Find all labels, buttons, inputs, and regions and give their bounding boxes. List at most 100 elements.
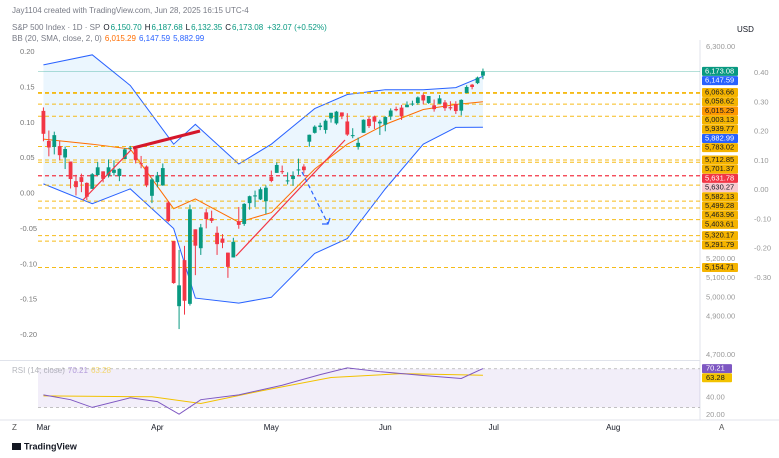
price-tag: [702, 124, 738, 134]
candle-body: [274, 164, 279, 173]
price-tag-label: 5,783.02: [705, 143, 734, 152]
candle-body: [361, 119, 366, 133]
ohlc-value: +32.07 (+0.52%): [267, 23, 327, 32]
candle-body: [182, 260, 187, 301]
price-tag-label: 5,499.28: [705, 201, 734, 210]
bb-upper: [43, 54, 484, 165]
inner-tick-label: 0.30: [754, 97, 769, 106]
candle-body: [236, 221, 241, 225]
candle-body: [226, 252, 230, 267]
candle-body: [432, 105, 437, 110]
price-tag: [702, 263, 738, 273]
candle-body: [481, 71, 485, 76]
price-tag-label: 5,712.85: [705, 155, 734, 164]
candle-body: [133, 148, 138, 161]
price-tag: [702, 76, 738, 86]
price-tag-label: 5,630.27: [705, 183, 734, 192]
bb-value: 5,882.99: [173, 34, 205, 43]
rsi-tag-label: 63.28: [706, 373, 725, 382]
candle-body: [52, 135, 57, 147]
price-tag: [702, 173, 738, 183]
candle-body: [312, 126, 317, 133]
x-tick-label: Apr: [151, 423, 164, 432]
y-tick-label: 5,100.00: [706, 273, 735, 282]
price-tag: [702, 210, 738, 220]
projection-arrow: [301, 171, 329, 225]
candle-body: [188, 209, 192, 304]
candle-body: [307, 134, 312, 142]
bb-lower: [43, 126, 483, 304]
candle-body: [464, 86, 469, 93]
ohlc-legend: S&P 500 Index · 1D · SP O6,150.70 H6,187.6…: [12, 23, 330, 32]
currency: USD: [737, 25, 754, 34]
price-tag-label: 5,403.61: [705, 219, 734, 228]
inner-tick-label: 0.10: [754, 156, 769, 165]
candle-body: [301, 166, 306, 171]
trend-line: [235, 139, 346, 257]
rsi-tag: [702, 364, 732, 374]
price-tag: [702, 87, 738, 97]
candle-body: [122, 149, 127, 160]
candle-body: [79, 177, 84, 182]
candle-body: [112, 169, 116, 173]
candle-body: [443, 102, 447, 109]
price-tag-label: 5,463.96: [705, 210, 734, 219]
candle-body: [453, 103, 458, 112]
y-tick-label: 5,000.00: [706, 292, 735, 301]
candle-body: [46, 140, 51, 148]
ohlc-key: L: [185, 23, 191, 32]
candle-body: [57, 146, 62, 156]
rsi-legend: RSI (14, close) 70.21 63.28: [12, 366, 114, 375]
rsi-value: 70.21: [67, 366, 88, 375]
candle-body: [198, 227, 203, 249]
left-tick-label: -0.10: [20, 259, 37, 268]
candle-body: [339, 112, 344, 117]
candle-body: [171, 241, 176, 284]
inner-tick-label: 0.40: [754, 68, 769, 77]
y-tick-label: 4,700.00: [706, 350, 735, 359]
ohlc-key: O: [103, 23, 110, 32]
y-tick-label: 6,300.00: [706, 42, 735, 51]
price-tag: [702, 240, 738, 250]
candle-body: [437, 98, 442, 104]
left-tick-label: 0.00: [20, 189, 35, 198]
candle-body: [285, 180, 290, 182]
candle-body: [90, 174, 95, 189]
y-tick-label: 5,200.00: [706, 254, 735, 263]
price-tag-label: 5,582.13: [705, 192, 734, 201]
candle-body: [160, 168, 165, 186]
auto-scale-button[interactable]: A: [719, 423, 725, 432]
left-tick-label: 0.10: [20, 118, 35, 127]
logo: TradingView: [12, 441, 78, 451]
left-tick-label: 0.20: [20, 47, 35, 56]
candle-body: [269, 176, 274, 181]
price-tag: [702, 155, 738, 165]
candle-body: [68, 161, 73, 180]
left-tick-label: 0.15: [20, 82, 35, 91]
candle-body: [204, 212, 209, 220]
x-tick-label: Aug: [606, 423, 620, 432]
candle-body: [166, 202, 171, 222]
candle-body: [247, 196, 252, 204]
candle-body: [345, 121, 350, 135]
candle-body: [329, 112, 333, 119]
candle-body: [231, 241, 236, 258]
scale-button[interactable]: Z: [12, 423, 17, 432]
candle-body: [264, 187, 268, 202]
candle-body: [155, 175, 160, 183]
logo-icon: [12, 443, 21, 450]
candle-body: [253, 195, 257, 197]
price-tag-label: 6,147.59: [705, 76, 734, 85]
x-tick-label: Jun: [379, 423, 392, 432]
ohlc-value: 6,187.68: [151, 23, 183, 32]
ohlc-value: 6,173.08: [232, 23, 264, 32]
candle-body: [394, 108, 399, 111]
candle-body: [377, 121, 382, 124]
symbol: S&P 500 Index · 1D · SP: [12, 23, 101, 32]
x-tick-label: Jul: [489, 423, 499, 432]
price-tag-label: 6,015.29: [705, 106, 734, 115]
candle-body: [459, 99, 464, 111]
rsi-tick-label: 40.00: [706, 393, 725, 402]
